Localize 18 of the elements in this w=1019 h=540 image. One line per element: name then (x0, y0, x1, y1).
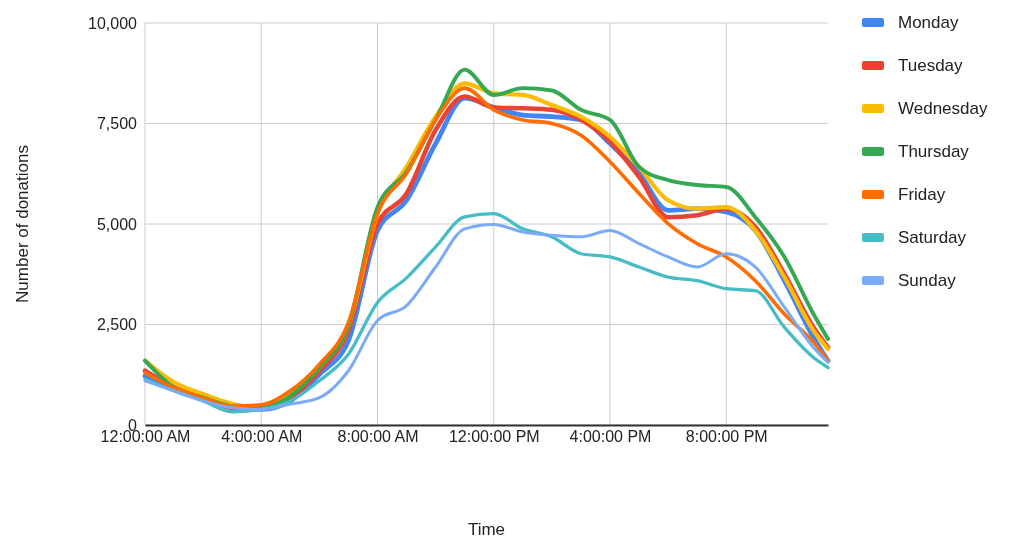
legend-label: Sunday (898, 271, 957, 290)
x-tick-label: 12:00:00 PM (448, 428, 540, 446)
x-axis-title: Time (467, 520, 506, 539)
legend-label: Saturday (898, 228, 967, 247)
legend-label: Thursday (898, 142, 970, 161)
y-tick-label: 5,000 (96, 215, 138, 233)
y-tick-label: 7,500 (96, 115, 138, 133)
x-tick-label: 8:00:00 PM (685, 428, 768, 446)
y-tick-label: 2,500 (96, 316, 138, 334)
legend-label: Tuesday (898, 56, 964, 75)
legend-label: Friday (898, 185, 946, 204)
x-tick-label: 4:00:00 PM (569, 428, 652, 446)
legend-label: Wednesday (898, 99, 988, 118)
y-axis-title: Number of donations (13, 145, 32, 303)
y-tick-label: 10,000 (88, 14, 138, 32)
x-tick-label: 8:00:00 AM (337, 428, 419, 446)
legend-label: Monday (898, 13, 959, 32)
x-tick-label: 4:00:00 AM (221, 428, 303, 446)
